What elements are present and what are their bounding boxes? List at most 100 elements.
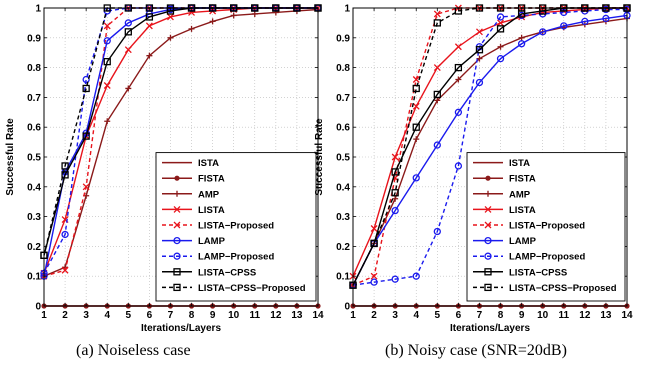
y-tick-label: 0.1 <box>336 272 350 283</box>
caption-noisy: (b) Noisy case (SNR=20dB) <box>385 342 567 359</box>
y-tick-label: 0.6 <box>27 123 41 134</box>
x-tick-label: 8 <box>189 310 195 321</box>
x-tick-label: 4 <box>104 310 110 321</box>
x-tick-label: 3 <box>392 310 398 321</box>
y-tick-label: 0.4 <box>27 182 41 193</box>
data-point <box>209 18 216 25</box>
legend-marker <box>174 190 180 197</box>
x-axis-label: Iterations/Layers <box>450 323 530 334</box>
data-point <box>391 189 399 197</box>
series-line <box>352 17 628 286</box>
y-tick-label: 0.5 <box>336 153 350 164</box>
y-tick-label: 0.2 <box>27 242 41 253</box>
legend-marker <box>173 221 181 229</box>
data-point <box>476 28 483 36</box>
x-tick-label: 1 <box>41 310 47 321</box>
data-point <box>455 76 462 83</box>
x-tick-label: 10 <box>537 310 549 321</box>
legend: ISTA FISTA AMP LISTA LISTA−Proposed LAMP LAMP−… <box>155 152 317 302</box>
legend-marker <box>485 175 491 181</box>
data-point <box>560 22 568 30</box>
data-point <box>412 272 420 280</box>
legend-marker <box>173 252 181 260</box>
data-point <box>497 19 504 27</box>
legend-marker <box>484 205 492 213</box>
x-tick-label: 5 <box>126 310 132 321</box>
x-tick-label: 14 <box>312 310 324 321</box>
y-axis-label: Successful Rate <box>5 118 16 196</box>
y-tick-label: 0.7 <box>27 93 41 104</box>
data-point <box>433 90 441 99</box>
x-tick-label: 13 <box>600 310 612 321</box>
x-tick-label: 6 <box>456 310 462 321</box>
data-point <box>539 28 547 36</box>
data-point <box>124 28 132 36</box>
data-point <box>497 43 504 50</box>
caption-noiseless: (a) Noiseless case <box>76 342 191 359</box>
data-point <box>370 239 378 248</box>
legend-marker <box>174 175 180 181</box>
y-tick-label: 0.1 <box>27 272 41 283</box>
y-tick-label: 0.9 <box>27 33 41 44</box>
legend-label: LISTA <box>509 205 536 216</box>
data-point <box>167 13 174 21</box>
legend-label: LISTA−CPSS−Proposed <box>198 283 306 294</box>
x-tick-label: 5 <box>435 310 441 321</box>
data-point <box>413 136 420 143</box>
y-tick-label: 0 <box>35 302 41 313</box>
legend-label: LAMP <box>509 236 537 247</box>
data-point <box>103 82 111 89</box>
legend-marker <box>173 205 181 213</box>
data-point <box>61 230 69 239</box>
legend-label: LISTA <box>198 205 225 216</box>
x-tick-label: 2 <box>371 310 377 321</box>
data-point <box>370 278 378 286</box>
data-point <box>103 22 111 30</box>
data-point <box>145 22 153 30</box>
legend-box <box>155 152 317 302</box>
x-axis-label: Iterations/Layers <box>141 323 221 334</box>
data-point <box>454 108 463 116</box>
chart-panel-2: 1 2 3 4 5 6 7 8 9 10 11 12 13 1400.10.20.30.40.50.60.… <box>314 4 633 335</box>
legend-marker <box>484 236 492 245</box>
y-tick-label: 0.9 <box>336 33 350 44</box>
data-point <box>434 97 441 104</box>
legend-label: ISTA <box>198 158 219 169</box>
data-point <box>496 13 505 21</box>
data-point <box>433 19 441 27</box>
y-axis-label: Successful Rate <box>314 118 325 196</box>
data-point <box>104 118 111 125</box>
legend-label: AMP <box>198 189 220 200</box>
data-point <box>433 141 441 149</box>
x-tick-label: 6 <box>147 310 153 321</box>
data-point <box>496 25 505 33</box>
x-tick-label: 3 <box>83 310 89 321</box>
data-point <box>370 272 378 280</box>
y-tick-label: 0.8 <box>27 63 41 74</box>
data-point <box>61 266 69 274</box>
legend-label: LISTA−CPSS−Proposed <box>509 283 617 294</box>
x-tick-label: 7 <box>168 310 174 321</box>
legend-label: LAMP <box>198 236 226 247</box>
data-point <box>103 57 111 66</box>
data-point <box>230 12 237 19</box>
legend-label: LISTA−Proposed <box>198 221 274 232</box>
data-point <box>412 84 420 93</box>
legend-marker <box>173 236 181 245</box>
data-point <box>145 13 154 21</box>
y-tick-label: 1 <box>344 4 350 15</box>
x-tick-label: 4 <box>413 310 419 321</box>
data-point <box>392 195 399 202</box>
legend-label: LAMP−Proposed <box>509 252 585 263</box>
data-point <box>61 162 69 170</box>
data-point <box>82 84 90 93</box>
y-tick-label: 0.4 <box>336 182 350 193</box>
data-point <box>167 34 174 41</box>
data-point <box>517 40 526 48</box>
legend: ISTA FISTA AMP LISTA LISTA−Proposed LAMP LAMP−… <box>466 152 626 302</box>
legend-label: LISTA−Proposed <box>509 221 585 232</box>
data-point <box>581 17 589 26</box>
data-point <box>475 46 484 54</box>
chart-panel-1: 1 2 3 4 5 6 7 8 9 10 11 12 13 1400.10.20.30.40.50.60.… <box>5 4 324 335</box>
